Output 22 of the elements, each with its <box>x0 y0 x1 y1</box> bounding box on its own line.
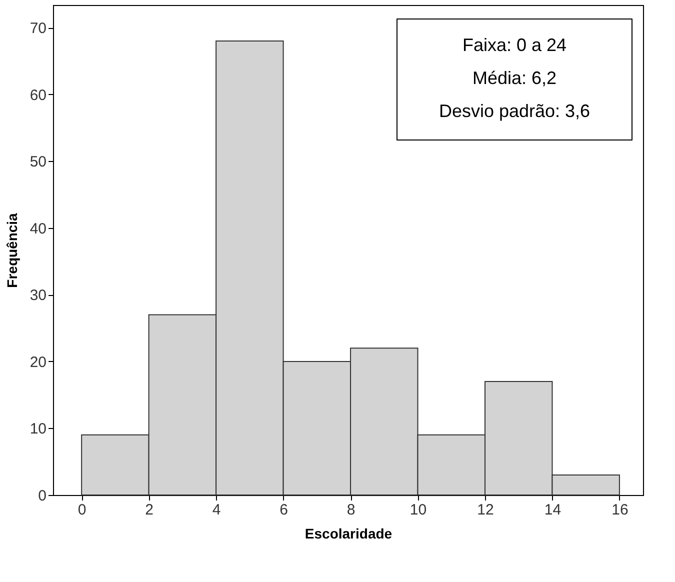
x-tick-label: 16 <box>612 502 628 518</box>
y-tick-label: 0 <box>38 488 46 504</box>
x-tick-label: 12 <box>477 502 494 518</box>
y-tick-label: 20 <box>30 354 46 371</box>
x-tick-label: 10 <box>410 502 427 518</box>
x-axis-title: Escolaridade <box>304 526 392 542</box>
y-tick-label: 10 <box>30 420 46 438</box>
y-tick-label: 30 <box>30 287 46 304</box>
annotation: Média: 6,2 <box>472 68 557 88</box>
x-tick-label: 4 <box>212 502 221 518</box>
x-tick-label: 0 <box>78 502 86 518</box>
y-tick-label: 40 <box>30 220 46 238</box>
y-tick-label: 50 <box>30 154 46 171</box>
annotation: Desvio padrão: 3,6 <box>438 101 590 121</box>
y-tick-label: 70 <box>30 20 46 38</box>
x-tick-label: 8 <box>346 502 356 518</box>
x-tick-label: 6 <box>280 502 288 518</box>
x-tick-label: 2 <box>145 502 154 518</box>
annotation: Faixa: 0 a 24 <box>462 35 567 55</box>
x-tick-label: 14 <box>544 502 562 518</box>
y-axis-title: Frequência <box>4 212 20 288</box>
y-tick-label: 60 <box>30 86 46 104</box>
